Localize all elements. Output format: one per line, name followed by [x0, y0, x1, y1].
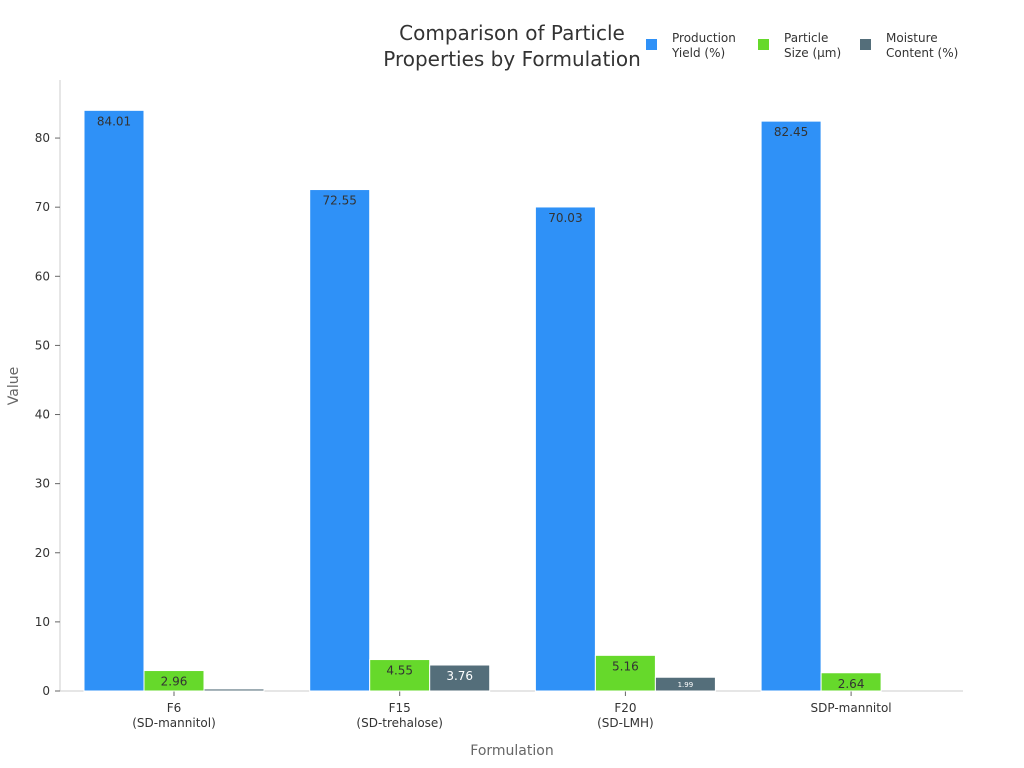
- legend-swatch: [646, 39, 657, 50]
- x-tick-label: (SD-LMH): [597, 716, 654, 730]
- bar-label: 82.45: [774, 125, 808, 139]
- x-axis-label: Formulation: [470, 743, 553, 759]
- y-tick-label: 60: [35, 269, 50, 283]
- y-axis-label: Value: [6, 367, 22, 405]
- bar-label: 84.01: [97, 114, 131, 128]
- bar: [369, 659, 431, 692]
- bar: [83, 109, 145, 692]
- y-tick-label: 40: [35, 408, 50, 422]
- x-tick-label: (SD-mannitol): [132, 716, 216, 730]
- x-tick-label: F20: [614, 701, 636, 715]
- legend-swatch: [758, 39, 769, 50]
- x-tick-label: F6: [167, 701, 182, 715]
- bar-label: 70.03: [548, 211, 582, 225]
- bar: [760, 120, 822, 692]
- bar-label: 72.55: [323, 194, 357, 208]
- x-tick-label: (SD-trehalose): [356, 716, 443, 730]
- bar: [309, 189, 371, 692]
- y-tick-label: 80: [35, 131, 50, 145]
- bar: [534, 206, 596, 692]
- legend-label: Content (%): [886, 46, 958, 60]
- y-tick-label: 50: [35, 338, 50, 352]
- bar: [203, 688, 265, 692]
- legend-label: Particle: [784, 31, 828, 45]
- bar-label: 2.96: [161, 675, 188, 689]
- chart-title: Properties by Formulation: [383, 47, 641, 71]
- legend-label: Size (μm): [784, 46, 841, 60]
- bar: [654, 676, 716, 692]
- x-tick-label: F15: [389, 701, 411, 715]
- bar-label: 1.99: [678, 681, 694, 689]
- bar-label: 4.55: [386, 664, 413, 678]
- y-tick-label: 20: [35, 546, 50, 560]
- bar: [429, 664, 491, 692]
- legend-swatch: [860, 39, 871, 50]
- legend-label: Production: [672, 31, 736, 45]
- y-tick-label: 0: [42, 684, 50, 698]
- bar: [143, 670, 205, 692]
- bar-label: 3.76: [446, 669, 473, 683]
- y-tick-label: 10: [35, 615, 50, 629]
- bar: [820, 672, 882, 692]
- x-tick-label: SDP-mannitol: [811, 701, 892, 715]
- legend-label: Moisture: [886, 31, 938, 45]
- legend-label: Yield (%): [671, 46, 725, 60]
- y-tick-label: 70: [35, 200, 50, 214]
- bar-label: 5.16: [612, 659, 639, 673]
- y-tick-label: 30: [35, 477, 50, 491]
- chart-title: Comparison of Particle: [399, 21, 625, 45]
- bar: [594, 654, 656, 692]
- bar-label: 2.64: [838, 677, 865, 691]
